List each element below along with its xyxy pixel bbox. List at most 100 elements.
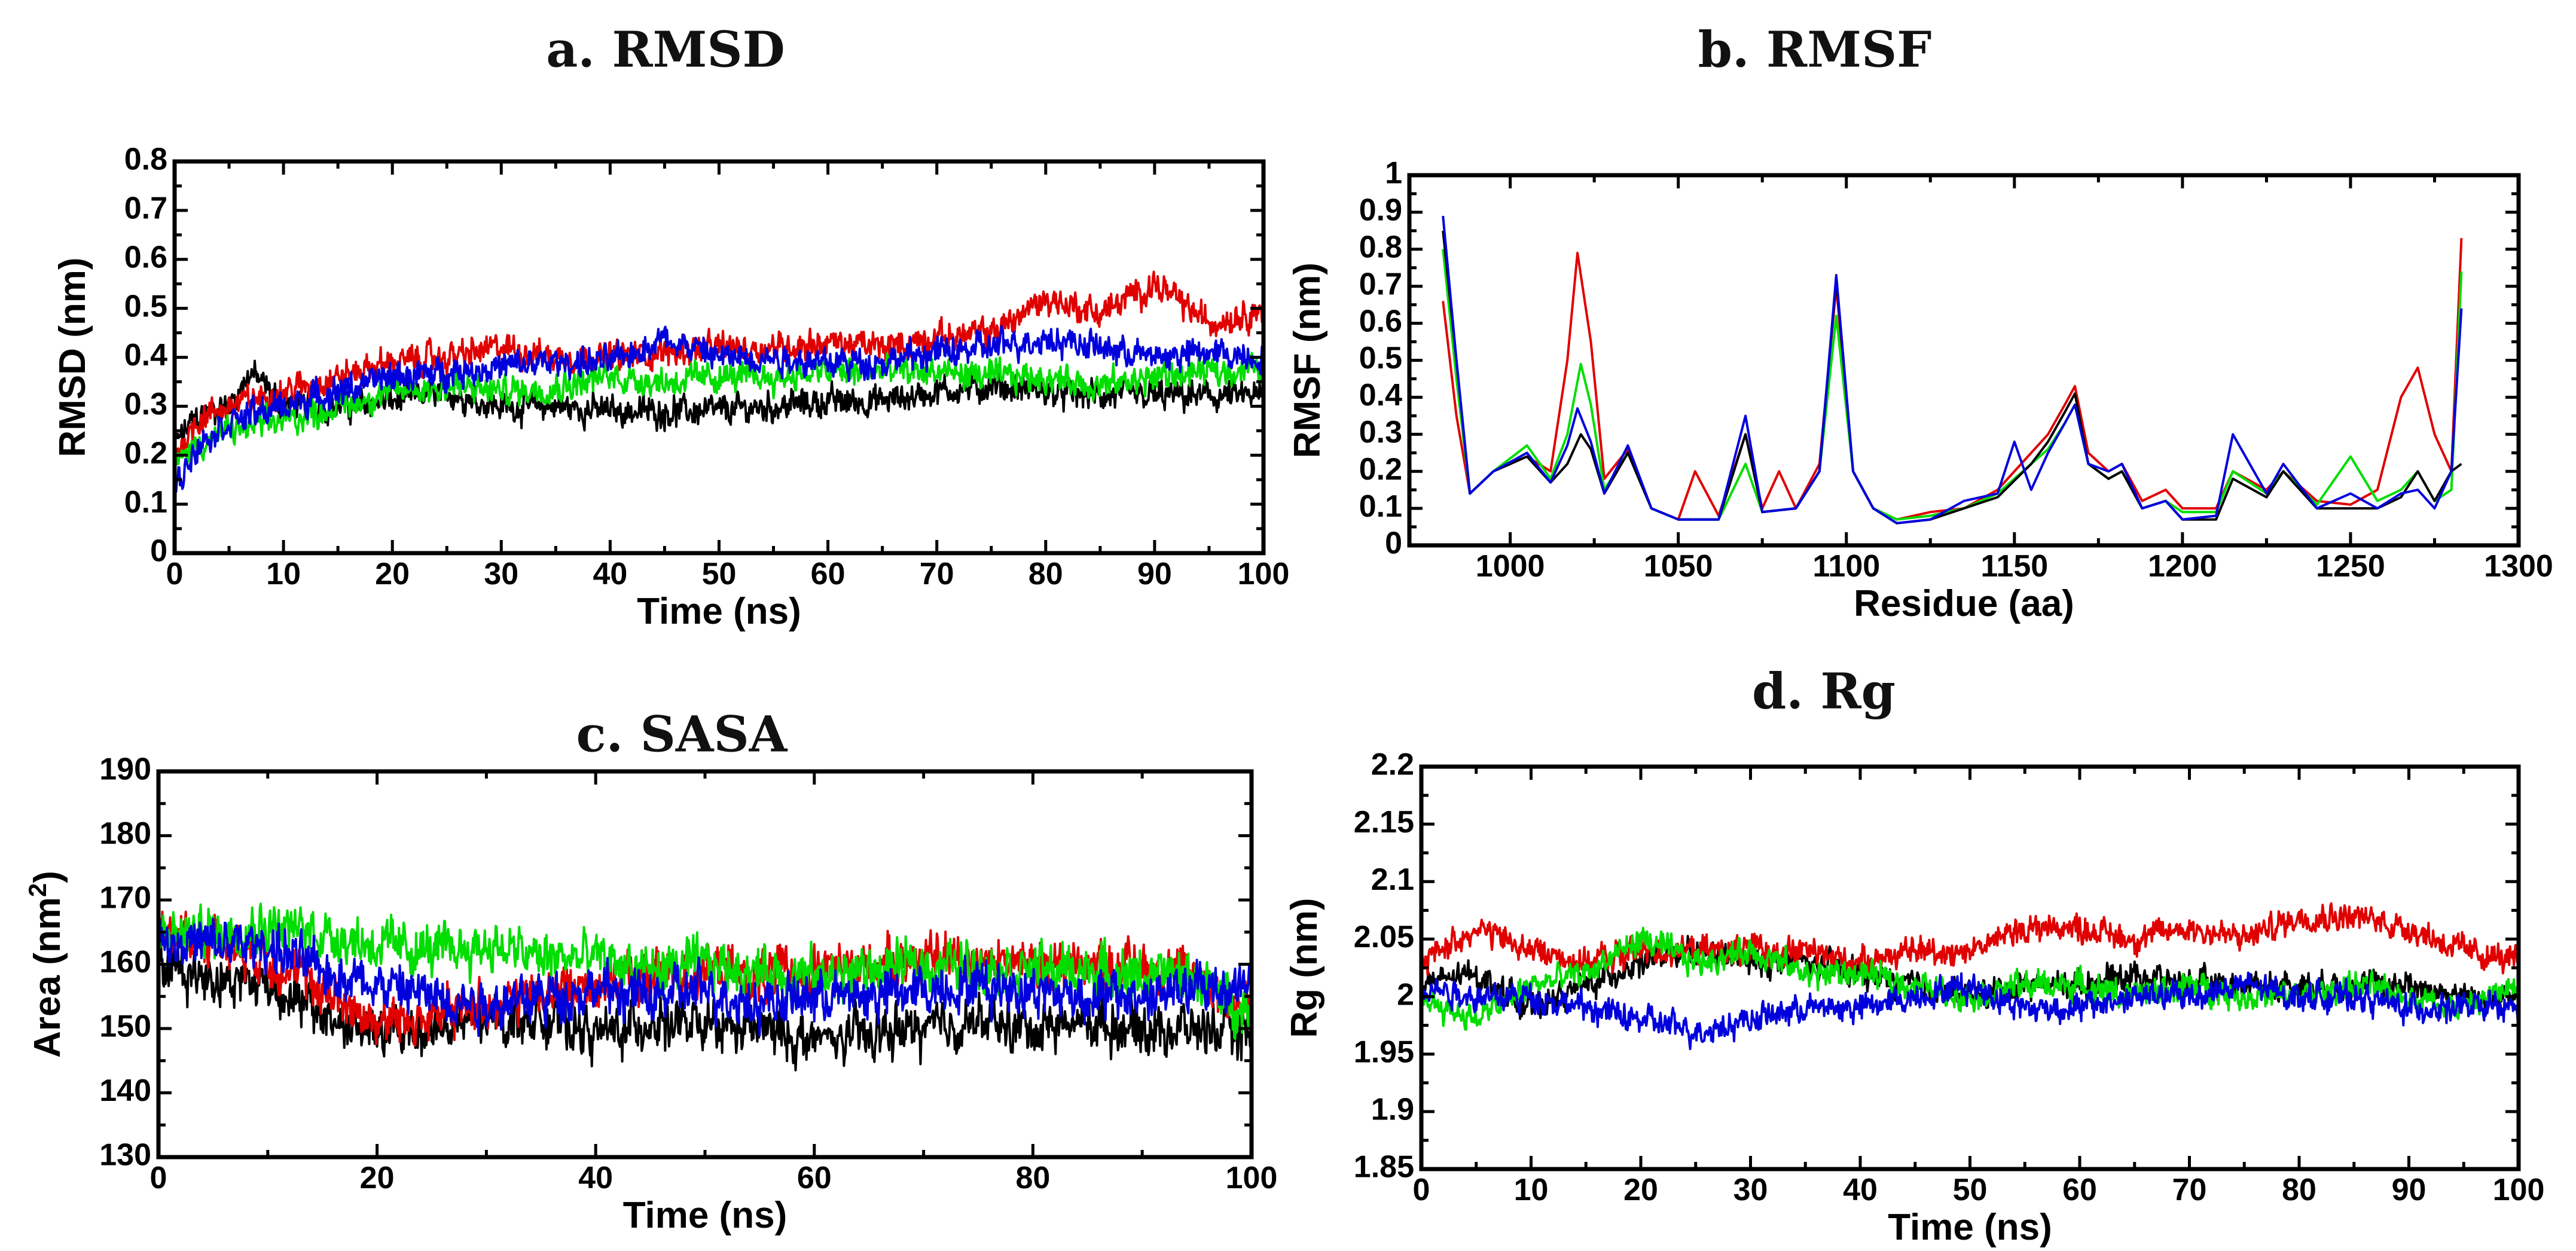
rg-title: d. Rg: [1752, 663, 1896, 720]
rg-y-tick-label: 2.2: [1371, 747, 1414, 782]
rg-y-tick-label: 2.15: [1354, 805, 1414, 840]
rmsf-series-blue: [1442, 215, 2463, 524]
rmsd-x-tick-label: 70: [920, 557, 954, 591]
sasa-y-axis-label-sup: 2: [23, 883, 51, 897]
sasa-x-tick-label: 60: [797, 1161, 832, 1195]
rmsf-y-tick-label: 0.8: [1359, 230, 1402, 265]
rmsd-x-tick-label: 100: [1238, 557, 1290, 591]
rmsf-x-tick-label: 1200: [2148, 549, 2217, 584]
rg-series-blue: [1421, 971, 2519, 1051]
rmsd-series-group: [175, 270, 1263, 495]
rmsf-series-black: [1442, 230, 2462, 524]
sasa-y-tick-label: 180: [99, 816, 151, 851]
rmsd-y-tick-label: 0.4: [124, 338, 167, 373]
rmsd-x-tick-label: 50: [702, 557, 737, 591]
sasa-y-tick-label: 170: [99, 881, 151, 916]
rmsf-x-tick-label: 1250: [2316, 549, 2385, 584]
rmsd-chart: a. RMSD 0 10 20 30 40 50 60 70 80 90 100 0 0.1 0.2 0.3 0…: [52, 21, 1289, 632]
rmsd-series-red: [175, 270, 1263, 457]
rg-y-tick-label: 1.9: [1371, 1093, 1414, 1127]
sasa-series-black: [158, 934, 1252, 1072]
rg-y-tick-label: 1.95: [1354, 1035, 1414, 1069]
rg-x-tick-label: 20: [1623, 1173, 1658, 1207]
rmsf-y-tick-label: 0: [1385, 526, 1402, 561]
rg-x-axis-label: Time (ns): [1888, 1207, 2052, 1248]
sasa-y-tick-label: 150: [99, 1009, 151, 1044]
sasa-y-tick-label: 160: [99, 945, 151, 980]
rg-x-tick-label: 0: [1413, 1173, 1430, 1207]
rg-x-tick-label: 10: [1514, 1173, 1549, 1207]
rmsd-x-tick-label: 30: [484, 557, 518, 591]
rmsf-y-axis-label: RMSF (nm): [1287, 263, 1328, 458]
sasa-series-green: [158, 902, 1252, 1041]
rmsf-x-tick-label: 1000: [1476, 549, 1545, 584]
sasa-chart: c. SASA 0 20 40 60 80 100 130 140 150 160 170 180 190…: [23, 706, 1278, 1236]
rg-y-tick-label: 1.85: [1354, 1150, 1414, 1185]
rg-x-tick-label: 100: [2493, 1173, 2545, 1207]
rmsf-y-tick-label: 0.3: [1359, 415, 1402, 450]
rmsf-y-tick-label: 0.2: [1359, 452, 1402, 487]
rmsf-x-tick-label: 1150: [1980, 549, 2048, 584]
rmsf-x-tick-label: 1050: [1644, 549, 1713, 584]
rg-x-tick-label: 50: [1953, 1173, 1988, 1207]
rg-y-tick-label: 2.05: [1354, 920, 1414, 954]
rmsd-x-tick-label: 20: [375, 557, 410, 591]
sasa-series-group: [158, 902, 1252, 1072]
sasa-y-tick-label: 140: [99, 1073, 151, 1108]
rg-x-tick-label: 90: [2392, 1173, 2427, 1207]
rmsd-y-tick-label: 0.2: [124, 436, 167, 471]
rmsf-y-tick-label: 0.7: [1359, 267, 1402, 301]
sasa-title: c. SASA: [576, 706, 788, 763]
rmsd-x-tick-label: 40: [593, 557, 627, 591]
sasa-y-axis-label-end: ): [27, 871, 68, 883]
rg-chart: d. Rg 0 10 20 30 40 50 60 70 80 90 100 1.85 1.9 1.95 2 2…: [1284, 663, 2544, 1248]
rmsf-y-tick-label: 0.6: [1359, 304, 1402, 338]
sasa-y-tick-label: 130: [99, 1138, 151, 1173]
sasa-x-axis-label: Time (ns): [623, 1195, 787, 1236]
rmsd-y-tick-label: 0.3: [124, 387, 167, 422]
rmsd-y-axis-label: RMSD (nm): [52, 257, 93, 457]
rmsf-x-tick-label: 1300: [2484, 549, 2553, 584]
rmsd-x-tick-label: 0: [166, 557, 184, 591]
rmsd-y-tick-label: 0.6: [124, 240, 167, 274]
rmsd-y-tick-label: 0.8: [124, 142, 167, 177]
rmsf-title: b. RMSF: [1698, 21, 1932, 78]
rmsd-x-tick-label: 80: [1028, 557, 1063, 591]
rmsd-title: a. RMSD: [546, 21, 785, 78]
sasa-x-tick-label: 20: [360, 1161, 395, 1195]
rg-series-red: [1421, 902, 2519, 979]
rmsd-x-tick-label: 10: [266, 557, 301, 591]
rmsd-y-tick-label: 0.5: [124, 289, 167, 324]
rmsd-y-tick-label: 0: [150, 534, 167, 569]
rmsd-series-green: [175, 352, 1263, 469]
sasa-x-tick-label: 40: [578, 1161, 613, 1195]
sasa-x-tick-label: 100: [1226, 1161, 1278, 1195]
sasa-series-blue: [158, 917, 1252, 1038]
sasa-x-tick-label: 80: [1015, 1161, 1050, 1195]
rg-y-tick-label: 2.1: [1371, 862, 1414, 897]
sasa-x-tick-label: 0: [150, 1161, 167, 1195]
rmsf-y-tick-label: 0.5: [1359, 341, 1402, 376]
rg-y-axis-label: Rg (nm): [1284, 898, 1325, 1038]
rg-x-tick-label: 70: [2172, 1173, 2207, 1207]
rmsf-y-tick-label: 1: [1385, 156, 1402, 191]
rmsd-y-tick-label: 0.1: [124, 485, 167, 520]
rmsd-x-axis-label: Time (ns): [637, 591, 801, 632]
rg-x-tick-label: 60: [2062, 1173, 2097, 1207]
rmsf-y-tick-label: 0.4: [1359, 378, 1402, 413]
rg-x-tick-label: 40: [1843, 1173, 1878, 1207]
rg-y-tick-label: 2: [1397, 977, 1414, 1012]
rmsf-x-tick-label: 1100: [1812, 549, 1880, 584]
sasa-y-tick-label: 190: [99, 752, 151, 787]
rmsd-y-tick-label: 0.7: [124, 191, 167, 226]
sasa-y-axis-label: Area (nm2): [23, 871, 69, 1058]
rmsf-x-axis-label: Residue (aa): [1854, 583, 2074, 624]
rmsd-series-blue: [175, 325, 1263, 495]
rg-x-tick-label: 30: [1733, 1173, 1768, 1207]
rmsf-y-tick-label: 0.9: [1359, 193, 1402, 228]
rg-series-group: [1421, 902, 2519, 1051]
rmsd-x-tick-label: 60: [811, 557, 846, 591]
